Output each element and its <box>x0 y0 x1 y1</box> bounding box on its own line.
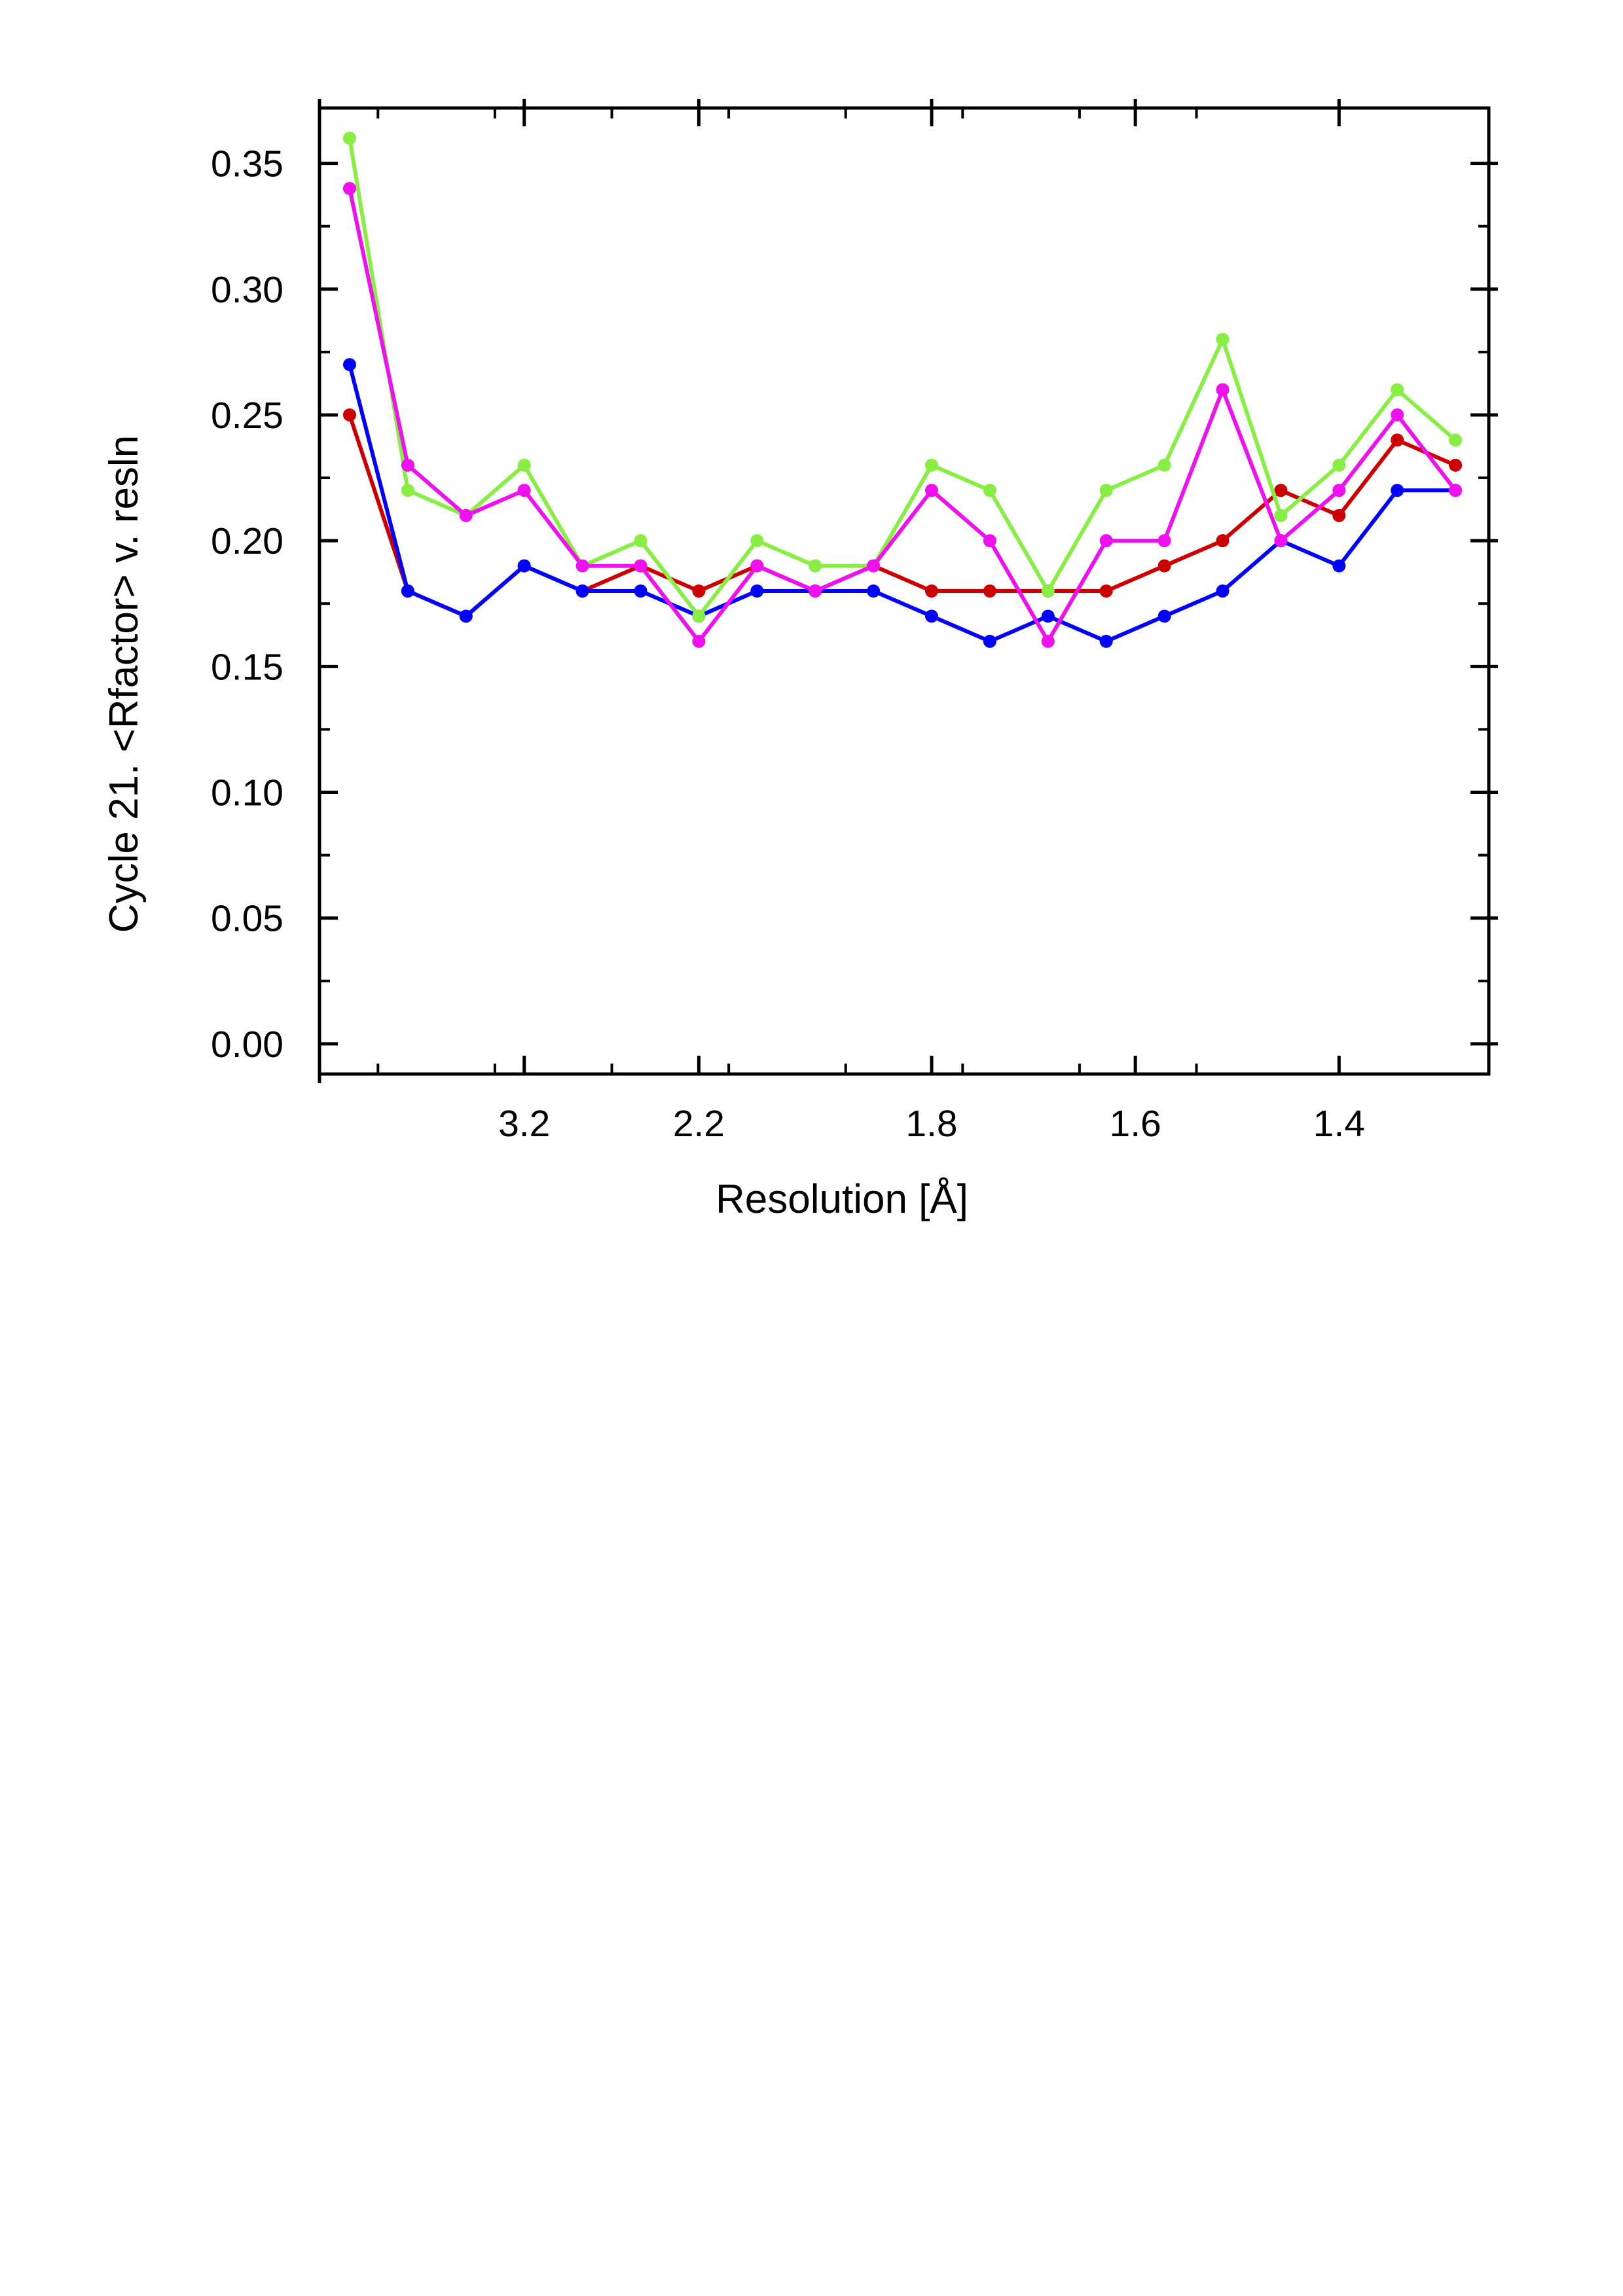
series-line <box>348 188 1457 643</box>
y-tick-label: 0.10 <box>211 772 283 814</box>
data-point <box>1216 383 1230 397</box>
x-tick-label: 1.8 <box>905 1103 957 1145</box>
data-point <box>1332 484 1346 497</box>
y-tick-label: 0.15 <box>211 646 283 688</box>
data-point <box>1449 458 1463 472</box>
data-point <box>634 584 647 598</box>
data-point <box>1099 584 1113 598</box>
data-point <box>1332 509 1346 522</box>
data-point <box>1158 458 1171 472</box>
data-point <box>459 609 473 623</box>
data-point <box>1041 584 1055 598</box>
x-tick-label: 1.6 <box>1110 1103 1161 1145</box>
x-axis: 3.2 2.2 1.8 1.6 1.4 <box>318 99 1365 1145</box>
data-point <box>1158 534 1171 548</box>
x-tick-label: 2.2 <box>673 1103 725 1145</box>
data-point <box>517 484 531 497</box>
data-point <box>1099 484 1113 497</box>
data-point <box>401 458 414 472</box>
data-point <box>1274 484 1288 497</box>
data-point <box>692 634 706 648</box>
data-point <box>983 634 996 648</box>
data-point <box>692 584 706 598</box>
series-layer <box>343 132 1463 648</box>
data-point <box>1274 509 1288 522</box>
data-point <box>343 132 356 145</box>
data-point <box>517 458 531 472</box>
series-4 <box>343 182 1463 648</box>
data-point <box>459 509 473 522</box>
data-point <box>1158 559 1171 573</box>
data-point <box>575 584 589 598</box>
data-point <box>925 609 938 623</box>
data-point <box>750 584 764 598</box>
x-tick-label: 3.2 <box>498 1103 550 1145</box>
data-point <box>1216 584 1230 598</box>
y-tick-label: 0.25 <box>211 395 283 437</box>
data-point <box>1099 634 1113 648</box>
data-point <box>401 484 414 497</box>
series-3 <box>343 132 1463 623</box>
y-tick-label: 0.30 <box>211 269 283 311</box>
data-point <box>1041 634 1055 648</box>
data-point <box>1391 484 1404 497</box>
data-point <box>809 584 822 598</box>
data-point <box>750 559 764 573</box>
data-point <box>1391 433 1404 447</box>
data-point <box>983 584 996 598</box>
data-point <box>343 408 356 422</box>
y-axis-title: Cycle 21. <Rfactor> v. resln <box>101 435 147 933</box>
y-tick-label: 0.00 <box>211 1024 283 1066</box>
data-point <box>1449 484 1463 497</box>
y-axis: 0.00 0.05 0.10 0.15 0.20 0.25 0.30 0.35 <box>211 143 1498 1066</box>
data-point <box>1391 408 1404 422</box>
data-point <box>1216 332 1230 346</box>
series-line <box>348 364 1456 643</box>
data-point <box>1332 458 1346 472</box>
data-point <box>1099 534 1113 548</box>
data-point <box>401 584 414 598</box>
data-point <box>692 609 706 623</box>
data-point <box>634 534 647 548</box>
x-axis-title: Resolution [Å] <box>716 1177 968 1222</box>
data-point <box>1158 609 1171 623</box>
data-point <box>517 559 531 573</box>
x-tick-label: 1.4 <box>1313 1103 1365 1145</box>
data-point <box>867 584 881 598</box>
data-point <box>1391 383 1404 397</box>
series-line <box>348 137 1457 619</box>
data-point <box>925 584 938 598</box>
data-point <box>343 182 356 195</box>
data-point <box>925 484 938 497</box>
y-tick-label: 0.20 <box>211 520 283 562</box>
data-point <box>983 484 996 497</box>
data-point <box>1041 609 1055 623</box>
data-point <box>575 559 589 573</box>
data-point <box>1274 534 1288 548</box>
y-tick-label: 0.05 <box>211 898 283 940</box>
data-point <box>983 534 996 548</box>
data-point <box>1332 559 1346 573</box>
data-point <box>809 559 822 573</box>
data-point <box>1449 433 1463 447</box>
data-point <box>750 534 764 548</box>
data-point <box>1216 534 1230 548</box>
plot-frame <box>318 106 1491 1076</box>
y-tick-label: 0.35 <box>211 143 283 185</box>
data-point <box>867 559 881 573</box>
data-point <box>925 458 938 472</box>
data-point <box>343 358 356 372</box>
data-point <box>634 559 647 573</box>
